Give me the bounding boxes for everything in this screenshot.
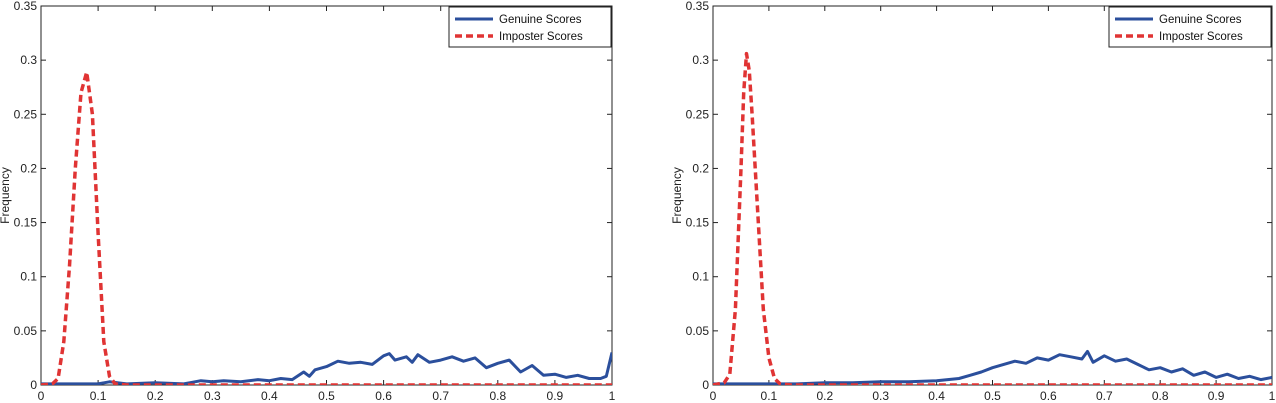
- legend: Genuine Scores Imposter Scores: [1108, 6, 1272, 48]
- x-tick-label: 0.6: [375, 389, 392, 403]
- x-tick-label: 1: [609, 389, 616, 403]
- y-tick-label: 0: [702, 378, 709, 392]
- x-tick-label: 0: [710, 389, 717, 403]
- y-axis-title: Frequency: [670, 167, 684, 224]
- y-tick-label: 0.15: [14, 216, 38, 230]
- chart-panel-2: 0 0.1 0.2 0.3 0.4 0.5 0.6 0.7 0.8 0.9 1 0 0.05 0.1 0.1…: [670, 0, 1276, 403]
- plot-area: [713, 51, 1272, 385]
- y-tick-label: 0.25: [686, 107, 710, 121]
- y-axis-title: Frequency: [0, 167, 12, 224]
- x-tick-label: 0.2: [816, 389, 833, 403]
- plot-frame: [40, 5, 613, 386]
- y-tick-label: 0.2: [692, 161, 709, 175]
- x-tick-label: 0.1: [90, 389, 107, 403]
- x-tick-label: 0.9: [1208, 389, 1225, 403]
- y-tick-label: 0.3: [692, 53, 709, 67]
- chart-panel-1: 0 0.1 0.2 0.3 0.4 0.5 0.6 0.7 0.8 0.9 1 0 0.05 0.1 0.1…: [0, 0, 616, 403]
- x-tick-label: 0.2: [147, 389, 164, 403]
- plot-frame: [712, 5, 1273, 386]
- x-tick-label: 0.3: [872, 389, 889, 403]
- legend: Genuine Scores Imposter Scores: [448, 6, 612, 48]
- x-tick-label: 0.3: [204, 389, 221, 403]
- y-tick-label: 0.1: [20, 270, 37, 284]
- x-tick-label: 1: [1269, 389, 1276, 403]
- x-tick-label: 0.1: [761, 389, 778, 403]
- legend-label: Imposter Scores: [499, 31, 583, 43]
- x-tick-label: 0.4: [928, 389, 945, 403]
- y-tick-label: 0.2: [20, 161, 37, 175]
- legend-label: Genuine Scores: [1159, 14, 1242, 26]
- y-tick-label: 0.35: [14, 0, 38, 13]
- y-tick-label: 0: [30, 378, 37, 392]
- x-tick-label: 0.8: [489, 389, 506, 403]
- legend-label: Genuine Scores: [499, 14, 582, 26]
- series-line-imposter-scores: [41, 70, 612, 385]
- x-tick-label: 0.7: [432, 389, 449, 403]
- y-tick-label: 0.1: [692, 270, 709, 284]
- x-tick-label: 0.5: [984, 389, 1001, 403]
- x-tick-label: 0.7: [1096, 389, 1113, 403]
- x-tick-label: 0.5: [318, 389, 335, 403]
- series-line-genuine-scores: [713, 349, 1272, 385]
- y-tick-label: 0.3: [20, 53, 37, 67]
- x-tick-label: 0.6: [1040, 389, 1057, 403]
- x-tick-label: 0: [38, 389, 45, 403]
- y-tick-label: 0.15: [686, 216, 710, 230]
- y-tick-label: 0.35: [686, 0, 710, 13]
- x-tick-label: 0.9: [547, 389, 564, 403]
- legend-label: Imposter Scores: [1159, 31, 1243, 43]
- legend-box: [1108, 6, 1272, 48]
- legend-box: [448, 6, 612, 48]
- y-tick-label: 0.25: [14, 107, 38, 121]
- y-tick-label: 0.05: [14, 324, 38, 338]
- plot-area: [41, 70, 612, 385]
- series-line-genuine-scores: [41, 352, 612, 385]
- x-tick-label: 0.4: [261, 389, 278, 403]
- x-tick-label: 0.8: [1152, 389, 1169, 403]
- series-line-imposter-scores: [713, 51, 1272, 385]
- y-tick-label: 0.05: [686, 324, 710, 338]
